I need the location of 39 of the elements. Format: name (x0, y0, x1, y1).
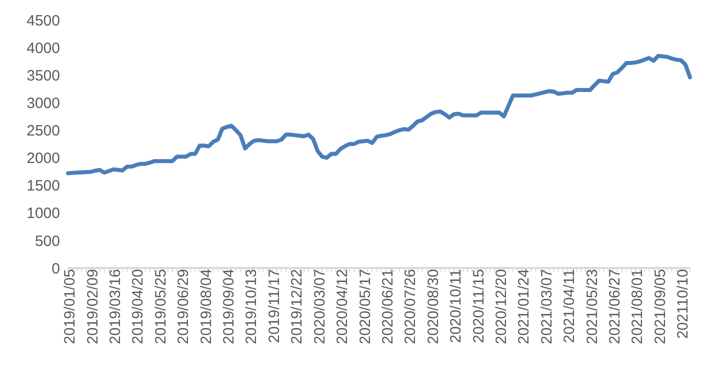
y-tick-label: 1500 (26, 178, 60, 195)
x-tick-label: 2019/12/22 (288, 269, 306, 344)
x-tick-label: 2020/11/15 (470, 269, 488, 343)
x-tick-label: 2020/08/30 (424, 269, 442, 344)
x-tick-label: 2019/03/16 (107, 269, 124, 344)
x-tick-label: 2021/09/05 (652, 269, 669, 344)
x-tick-label: 2021/08/01 (629, 269, 646, 344)
y-tick-label: 4500 (26, 12, 60, 30)
x-tick-label: 2020/10/11 (448, 269, 465, 343)
x-tick-label: 2019/08/04 (198, 269, 215, 344)
y-tick-label: 500 (34, 232, 60, 250)
x-tick-label: 2021/04/11 (561, 269, 578, 343)
x-tick-label: 2019/10/13 (243, 269, 260, 344)
y-tick-label: 1000 (26, 205, 60, 222)
x-tick-label: 2020/12/20 (492, 269, 510, 344)
x-tick-label: 2021/05/23 (584, 269, 601, 344)
x-tick-label: 2021/06/27 (606, 269, 624, 344)
x-tick-label: 2019/01/05 (62, 269, 79, 344)
x-tick-label: 2021/03/07 (538, 269, 556, 344)
y-tick-label: 2500 (26, 122, 60, 140)
x-tick-label: 202110/10 (674, 269, 692, 339)
x-tick-label: 2019/11/17 (266, 269, 283, 343)
x-tick-label: 2019/05/25 (152, 269, 170, 344)
x-tick-label: 2020/04/12 (334, 269, 352, 344)
y-tick-label: 0 (52, 260, 60, 278)
y-tick-label: 4000 (26, 40, 60, 57)
x-tick-label: 2020/05/17 (356, 269, 374, 344)
x-tick-label: 2019/06/29 (175, 269, 192, 344)
x-tick-label: 2019/02/09 (84, 269, 102, 344)
x-tick-label: 2020/07/26 (402, 269, 420, 344)
line-series (66, 54, 692, 176)
y-tick-label: 3000 (26, 94, 60, 112)
x-tick-label: 2020/03/07 (311, 269, 328, 344)
x-tick-label: 2020/06/21 (379, 269, 396, 344)
y-tick-label: 2000 (26, 150, 60, 168)
y-tick-label: 3500 (26, 67, 60, 84)
x-tick-label: 2019/04/20 (130, 269, 147, 344)
x-tick-label: 2021/01/24 (516, 269, 533, 344)
x-tick-label: 2019/09/04 (220, 269, 238, 344)
